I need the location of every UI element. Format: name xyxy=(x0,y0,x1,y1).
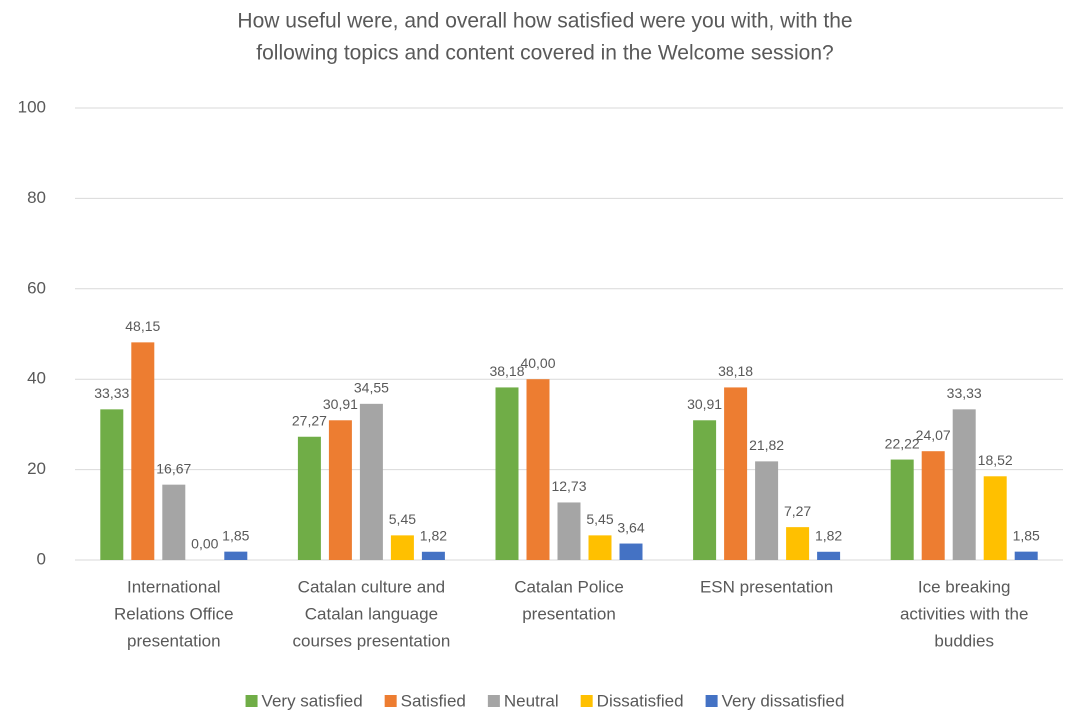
value-label: 30,91 xyxy=(687,396,722,412)
value-label: 1,85 xyxy=(222,527,249,543)
y-tick-label: 0 xyxy=(37,549,46,568)
legend-label: Neutral xyxy=(504,691,559,710)
x-tick-label: ESN presentation xyxy=(700,577,833,596)
bar xyxy=(588,535,612,560)
value-label: 18,52 xyxy=(978,452,1013,468)
value-label: 1,82 xyxy=(420,527,447,543)
y-tick-label: 100 xyxy=(18,97,46,116)
value-label: 48,15 xyxy=(125,318,160,334)
x-tick-label: Catalan culture and xyxy=(298,577,445,596)
legend-label: Satisfied xyxy=(401,691,466,710)
value-label: 27,27 xyxy=(292,412,327,428)
value-label: 33,33 xyxy=(947,385,982,401)
x-tick-label: presentation xyxy=(127,631,221,650)
bar xyxy=(224,551,248,560)
bar xyxy=(755,461,779,560)
bar xyxy=(1014,551,1038,560)
value-label: 40,00 xyxy=(520,355,555,371)
value-label: 1,85 xyxy=(1013,527,1040,543)
value-label: 3,64 xyxy=(617,519,644,535)
x-tick-label: presentation xyxy=(522,604,616,623)
value-label: 16,67 xyxy=(156,460,191,476)
y-tick-label: 60 xyxy=(27,278,46,297)
x-tick-label: courses presentation xyxy=(292,631,450,650)
bar xyxy=(328,420,352,560)
bar xyxy=(390,535,414,560)
value-label: 38,18 xyxy=(489,363,524,379)
legend-label: Dissatisfied xyxy=(597,691,684,710)
value-label: 5,45 xyxy=(586,511,613,527)
bar xyxy=(162,484,186,560)
bar xyxy=(495,387,519,560)
bar xyxy=(921,451,945,560)
y-tick-label: 80 xyxy=(27,188,46,207)
bar xyxy=(359,403,383,560)
bar xyxy=(421,551,445,560)
x-tick-label: Ice breaking xyxy=(918,577,1011,596)
value-label: 7,27 xyxy=(784,503,811,519)
y-tick-label: 20 xyxy=(27,459,46,478)
value-label: 0,00 xyxy=(191,536,218,552)
value-label: 12,73 xyxy=(551,478,586,494)
bar xyxy=(619,543,643,560)
bar xyxy=(817,551,841,560)
x-tick-label: Catalan Police xyxy=(514,577,624,596)
chart-title: following topics and content covered in … xyxy=(256,42,833,65)
value-label: 1,82 xyxy=(815,527,842,543)
legend-swatch xyxy=(245,695,258,707)
x-tick-label: buddies xyxy=(934,631,994,650)
chart-title: How useful were, and overall how satisfi… xyxy=(237,10,852,33)
bar xyxy=(297,436,321,560)
bar xyxy=(724,387,748,560)
bar xyxy=(693,420,717,560)
y-tick-label: 40 xyxy=(27,369,46,388)
legend-swatch xyxy=(705,695,718,707)
x-tick-label: Catalan language xyxy=(305,604,438,623)
x-tick-label: International xyxy=(127,577,221,596)
value-label: 34,55 xyxy=(354,380,389,396)
value-label: 30,91 xyxy=(323,396,358,412)
value-label: 21,82 xyxy=(749,437,784,453)
legend-swatch xyxy=(580,695,593,707)
value-label: 24,07 xyxy=(916,427,951,443)
legend-swatch xyxy=(487,695,500,707)
bar xyxy=(557,502,581,560)
bar xyxy=(952,409,976,560)
x-tick-label: Relations Office xyxy=(114,604,234,623)
bar xyxy=(890,459,914,560)
value-label: 22,22 xyxy=(885,435,920,451)
bar xyxy=(100,409,124,560)
x-tick-label: activities with the xyxy=(900,604,1029,623)
legend-label: Very dissatisfied xyxy=(722,691,845,710)
value-label: 33,33 xyxy=(94,385,129,401)
bar xyxy=(526,379,550,560)
legend-swatch xyxy=(384,695,397,707)
value-label: 38,18 xyxy=(718,363,753,379)
bar xyxy=(983,476,1007,560)
bar xyxy=(786,527,810,560)
legend-label: Very satisfied xyxy=(262,691,363,710)
value-label: 5,45 xyxy=(389,511,416,527)
bar xyxy=(131,342,155,560)
